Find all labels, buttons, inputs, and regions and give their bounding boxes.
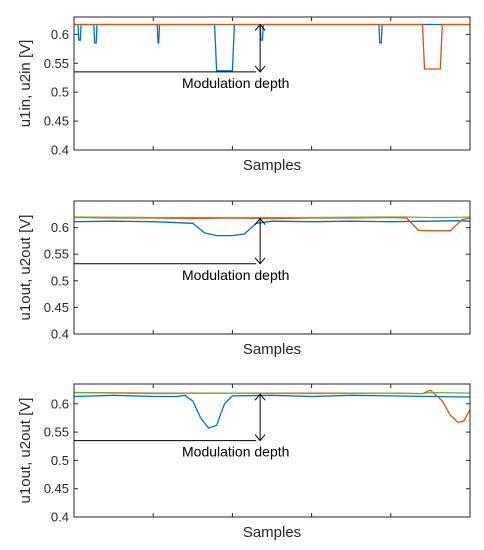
depth-arrowhead-bottom xyxy=(254,434,266,442)
depth-arrowhead-bottom xyxy=(254,257,266,265)
axes-box xyxy=(73,383,471,518)
chart-panel-3: 0.4 0.45 0.5 0.55 0.6 Samples u1out, u2out [V]… xyxy=(17,383,471,541)
depth-arrowhead-bottom xyxy=(254,65,266,73)
y-tick-label: 0.5 xyxy=(51,273,69,288)
y-tick-label: 0.45 xyxy=(44,481,69,496)
x-axis-label: Samples xyxy=(243,341,301,358)
y-tick-label: 0.4 xyxy=(51,510,69,525)
y-tick-label: 0.6 xyxy=(51,27,69,42)
y-tick-label: 0.6 xyxy=(51,396,69,411)
depth-arrowhead-top xyxy=(254,393,266,401)
y-tick-label: 0.55 xyxy=(44,56,69,71)
modulation-depth-label: Modulation depth xyxy=(182,267,289,283)
x-axis-label: Samples xyxy=(243,157,301,174)
series-line-3 xyxy=(73,216,471,219)
x-axis-label: Samples xyxy=(243,524,301,541)
modulation-depth-label: Modulation depth xyxy=(182,75,289,91)
chart-panel-2: 0.4 0.45 0.5 0.55 0.6 Samples u1out, u2out [V]… xyxy=(17,200,471,358)
y-tick-label: 0.4 xyxy=(51,327,69,342)
y-tick-label: 0.5 xyxy=(51,85,69,100)
series-line-1 xyxy=(73,394,471,429)
y-tick-label: 0.45 xyxy=(44,114,69,129)
y-tick-label: 0.6 xyxy=(51,220,69,235)
modulation-depth-label: Modulation depth xyxy=(182,444,289,460)
series-line-3 xyxy=(73,391,471,395)
axes-box xyxy=(73,200,471,335)
depth-arrowhead-top xyxy=(254,217,266,225)
series-line-2 xyxy=(74,23,470,70)
y-tick-label: 0.45 xyxy=(44,300,69,315)
y-axis-label: u1in, u2in [V] xyxy=(17,40,34,128)
y-axis-label: u1out, u2out [V] xyxy=(17,215,34,321)
series-line-2 xyxy=(73,216,471,232)
chart-panel-1: 0.4 0.45 0.5 0.55 0.6 Samples u1in, u2in [V] Mo… xyxy=(17,16,471,174)
series-line-1 xyxy=(74,23,470,72)
y-axis-label: u1out, u2out [V] xyxy=(17,398,34,504)
depth-arrowhead-top xyxy=(254,23,266,31)
y-tick-label: 0.4 xyxy=(51,143,69,158)
y-tick-label: 0.55 xyxy=(44,247,69,262)
y-tick-label: 0.55 xyxy=(44,425,69,440)
y-tick-label: 0.5 xyxy=(51,453,69,468)
axes-box xyxy=(73,16,471,151)
